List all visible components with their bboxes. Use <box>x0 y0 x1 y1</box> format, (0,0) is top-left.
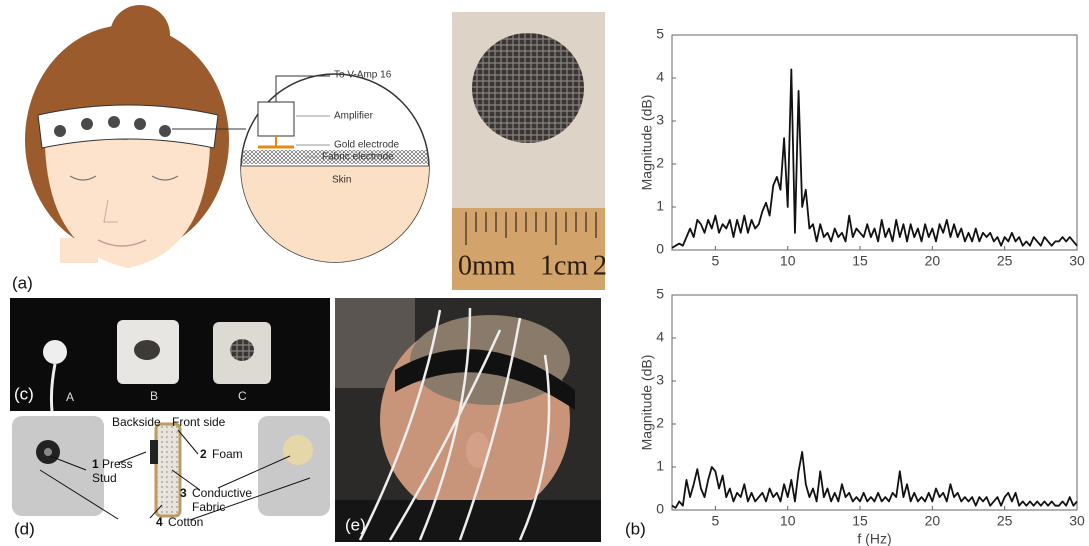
x-axis-label: f (Hz) <box>857 531 891 546</box>
panel-label: (b) <box>625 519 646 538</box>
callout: To V-Amp 16 <box>334 70 392 81</box>
y-tick-label: 4 <box>656 69 664 85</box>
electrode-structure: Backside Front side 1 Press Stud 2 Foam … <box>12 415 330 538</box>
y-tick-label: 4 <box>656 329 664 345</box>
ruler-label: 0mm <box>458 250 516 281</box>
electrode-photo: 0mm 1cm 2 <box>452 12 607 290</box>
x-tick-label: 20 <box>925 513 941 529</box>
panel-label: (d) <box>14 519 35 538</box>
x-tick-label: 15 <box>852 253 868 269</box>
subject-photo: (e) <box>335 298 601 542</box>
item-number: 1 <box>92 457 99 471</box>
x-tick-label: 5 <box>711 253 719 269</box>
electrodes-photo: A B C (c) <box>10 298 330 411</box>
y-tick-label: 0 <box>656 501 664 517</box>
x-tick-label: 15 <box>852 513 868 529</box>
y-tick-label: 0 <box>656 241 664 257</box>
y-tick-label: 1 <box>656 458 664 474</box>
chart: 0 1 2 3 4 5 5 10 15 20 25 30 Magnitude (dB) <box>639 26 1085 269</box>
callout: Gold electrode <box>334 140 399 151</box>
callout: Fabric electrode <box>322 152 394 163</box>
y-tick-label: 5 <box>656 286 664 302</box>
plot-frame <box>672 295 1077 510</box>
electrode-diagram: To V-Amp 16 Amplifier Gold electrode Fab… <box>230 70 440 286</box>
item-number: 3 <box>180 486 187 500</box>
ruler-label: 1cm <box>540 250 588 281</box>
side-label: Front side <box>172 415 226 429</box>
item-label: Stud <box>92 471 117 485</box>
x-tick-label: 30 <box>1069 513 1085 529</box>
plot-frame <box>672 35 1077 250</box>
x-tick-label: 5 <box>711 513 719 529</box>
item-label: Conductive <box>192 486 252 500</box>
spectra: 0 1 2 3 4 5 5 10 15 20 25 30 Magnitude (dB) 0 1 2 3 4 5 5 10… <box>639 26 1085 546</box>
callout: Skin <box>332 175 351 186</box>
y-axis-label: Magnitude (dB) <box>639 95 655 191</box>
chart: 0 1 2 3 4 5 5 10 15 20 25 30 Magnitude (dB) f (Hz) <box>639 286 1085 546</box>
x-tick-label: 25 <box>997 253 1013 269</box>
y-tick-label: 1 <box>656 198 664 214</box>
ruler-label: 2 <box>593 250 607 281</box>
item-number: 4 <box>156 515 163 529</box>
item-label: Press <box>102 457 133 471</box>
x-tick-label: 20 <box>925 253 941 269</box>
x-tick-label: 30 <box>1069 253 1085 269</box>
panel-label: (c) <box>14 384 34 403</box>
head-illustration <box>25 5 246 268</box>
x-tick-label: 25 <box>997 513 1013 529</box>
item-label: Fabric <box>192 500 225 514</box>
y-tick-label: 3 <box>656 112 664 128</box>
side-label: Backside <box>112 415 161 429</box>
y-tick-label: 2 <box>656 415 664 431</box>
item-label: C <box>238 389 247 403</box>
figure: To V-Amp 16 Amplifier Gold electrode Fab… <box>0 0 1089 546</box>
x-tick-label: 10 <box>780 513 796 529</box>
panel-label: (e) <box>345 515 366 534</box>
item-label: Foam <box>212 447 243 461</box>
item-label: B <box>150 389 158 403</box>
callout: Amplifier <box>334 111 374 122</box>
panel-label: (a) <box>12 273 33 292</box>
item-number: 2 <box>200 447 207 461</box>
x-tick-label: 10 <box>780 253 796 269</box>
y-tick-label: 5 <box>656 26 664 42</box>
y-tick-label: 2 <box>656 155 664 171</box>
item-label: Cotton <box>168 515 203 529</box>
y-tick-label: 3 <box>656 372 664 388</box>
y-axis-label: Magnitude (dB) <box>639 355 655 451</box>
item-label: A <box>66 390 74 404</box>
